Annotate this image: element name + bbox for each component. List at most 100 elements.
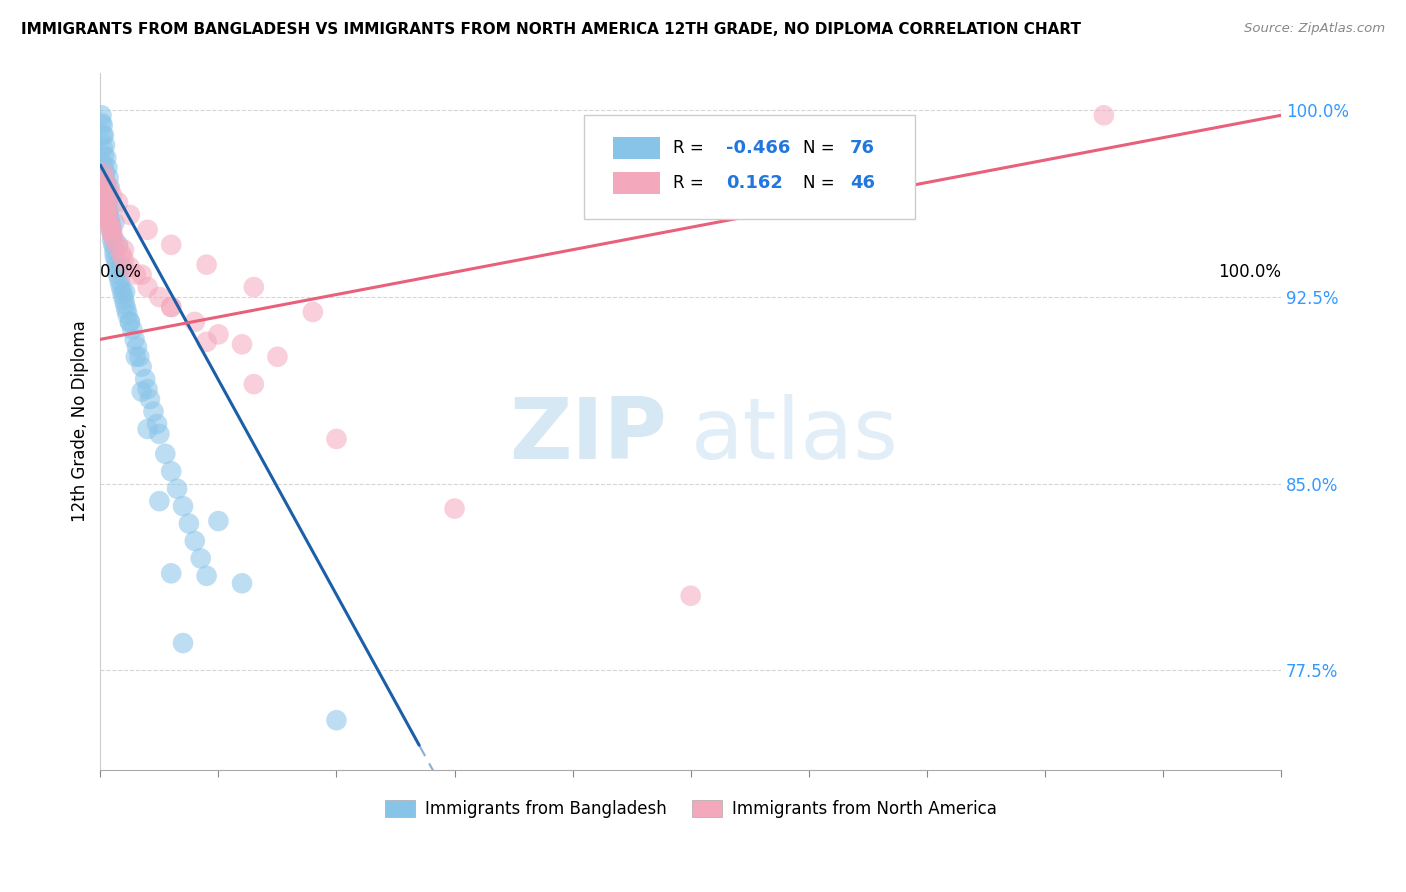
Point: [184, 533, 207, 548]
Legend: Immigrants from Bangladesh, Immigrants from North America: Immigrants from Bangladesh, Immigrants f…: [378, 793, 1002, 824]
Point: [91, 202, 114, 217]
Point: [110, 277, 132, 292]
Y-axis label: 12th Grade, No Diploma: 12th Grade, No Diploma: [72, 320, 89, 523]
Point: [160, 566, 183, 581]
Point: [124, 332, 146, 346]
Text: 0.0%: 0.0%: [100, 263, 142, 281]
Text: 0.162: 0.162: [725, 174, 783, 192]
Point: [115, 302, 138, 317]
Point: [195, 569, 218, 583]
Text: 76: 76: [851, 139, 875, 157]
Point: [101, 223, 124, 237]
Point: [101, 233, 124, 247]
Point: [118, 208, 141, 222]
Point: [134, 372, 156, 386]
Point: [98, 180, 121, 194]
Point: [118, 260, 141, 274]
FancyBboxPatch shape: [613, 172, 659, 194]
Point: [93, 128, 115, 143]
Point: [100, 223, 122, 237]
Text: -0.466: -0.466: [725, 139, 790, 157]
Point: [96, 211, 118, 225]
Point: [302, 305, 325, 319]
Point: [97, 202, 120, 217]
Point: [96, 208, 118, 222]
Point: [172, 499, 194, 513]
Point: [100, 218, 122, 232]
Point: [103, 243, 125, 257]
Point: [131, 359, 153, 374]
Point: [195, 334, 218, 349]
Point: [136, 422, 159, 436]
Point: [90, 116, 112, 130]
Point: [100, 223, 122, 237]
Point: [104, 252, 127, 267]
Text: R =: R =: [673, 139, 709, 157]
Point: [118, 315, 141, 329]
Point: [155, 447, 177, 461]
Point: [94, 138, 117, 153]
Point: [148, 290, 170, 304]
Text: 46: 46: [851, 174, 875, 192]
Point: [117, 308, 139, 322]
Point: [97, 180, 120, 194]
Point: [139, 392, 162, 406]
Point: [108, 272, 131, 286]
Point: [103, 215, 125, 229]
Point: [96, 183, 118, 197]
Point: [110, 283, 132, 297]
Point: [325, 432, 347, 446]
Point: [325, 713, 347, 727]
Point: [93, 190, 115, 204]
Point: [177, 516, 200, 531]
Point: [96, 151, 118, 165]
Point: [148, 426, 170, 441]
Point: [131, 384, 153, 399]
Point: [160, 300, 183, 314]
Point: [91, 128, 114, 143]
Text: 100.0%: 100.0%: [1218, 263, 1281, 281]
Point: [101, 198, 124, 212]
Point: [94, 173, 117, 187]
Point: [103, 233, 125, 247]
Text: ZIP: ZIP: [509, 394, 666, 477]
Point: [160, 464, 183, 478]
Point: [443, 501, 465, 516]
Point: [125, 268, 148, 282]
Point: [243, 377, 266, 392]
Point: [112, 252, 135, 267]
Point: [148, 494, 170, 508]
Point: [207, 327, 229, 342]
Point: [91, 183, 114, 197]
Point: [231, 576, 253, 591]
Point: [136, 382, 159, 396]
Point: [97, 170, 120, 185]
Point: [136, 223, 159, 237]
Point: [172, 636, 194, 650]
Point: [93, 158, 115, 172]
FancyBboxPatch shape: [613, 137, 659, 160]
Point: [96, 195, 118, 210]
Point: [110, 260, 132, 274]
Point: [94, 165, 117, 179]
Point: [1092, 108, 1115, 122]
Point: [101, 227, 124, 242]
Point: [125, 340, 148, 354]
Point: [96, 202, 118, 217]
Point: [101, 227, 124, 242]
Point: [97, 212, 120, 227]
Point: [231, 337, 253, 351]
Point: [112, 243, 135, 257]
Point: [131, 268, 153, 282]
Point: [166, 482, 188, 496]
Point: [195, 258, 218, 272]
Point: [118, 315, 141, 329]
Point: [103, 237, 125, 252]
Point: [160, 300, 183, 314]
Point: [112, 293, 135, 307]
Point: [98, 218, 121, 232]
Point: [105, 258, 128, 272]
Point: [107, 195, 129, 210]
Point: [94, 173, 117, 187]
Point: [136, 280, 159, 294]
